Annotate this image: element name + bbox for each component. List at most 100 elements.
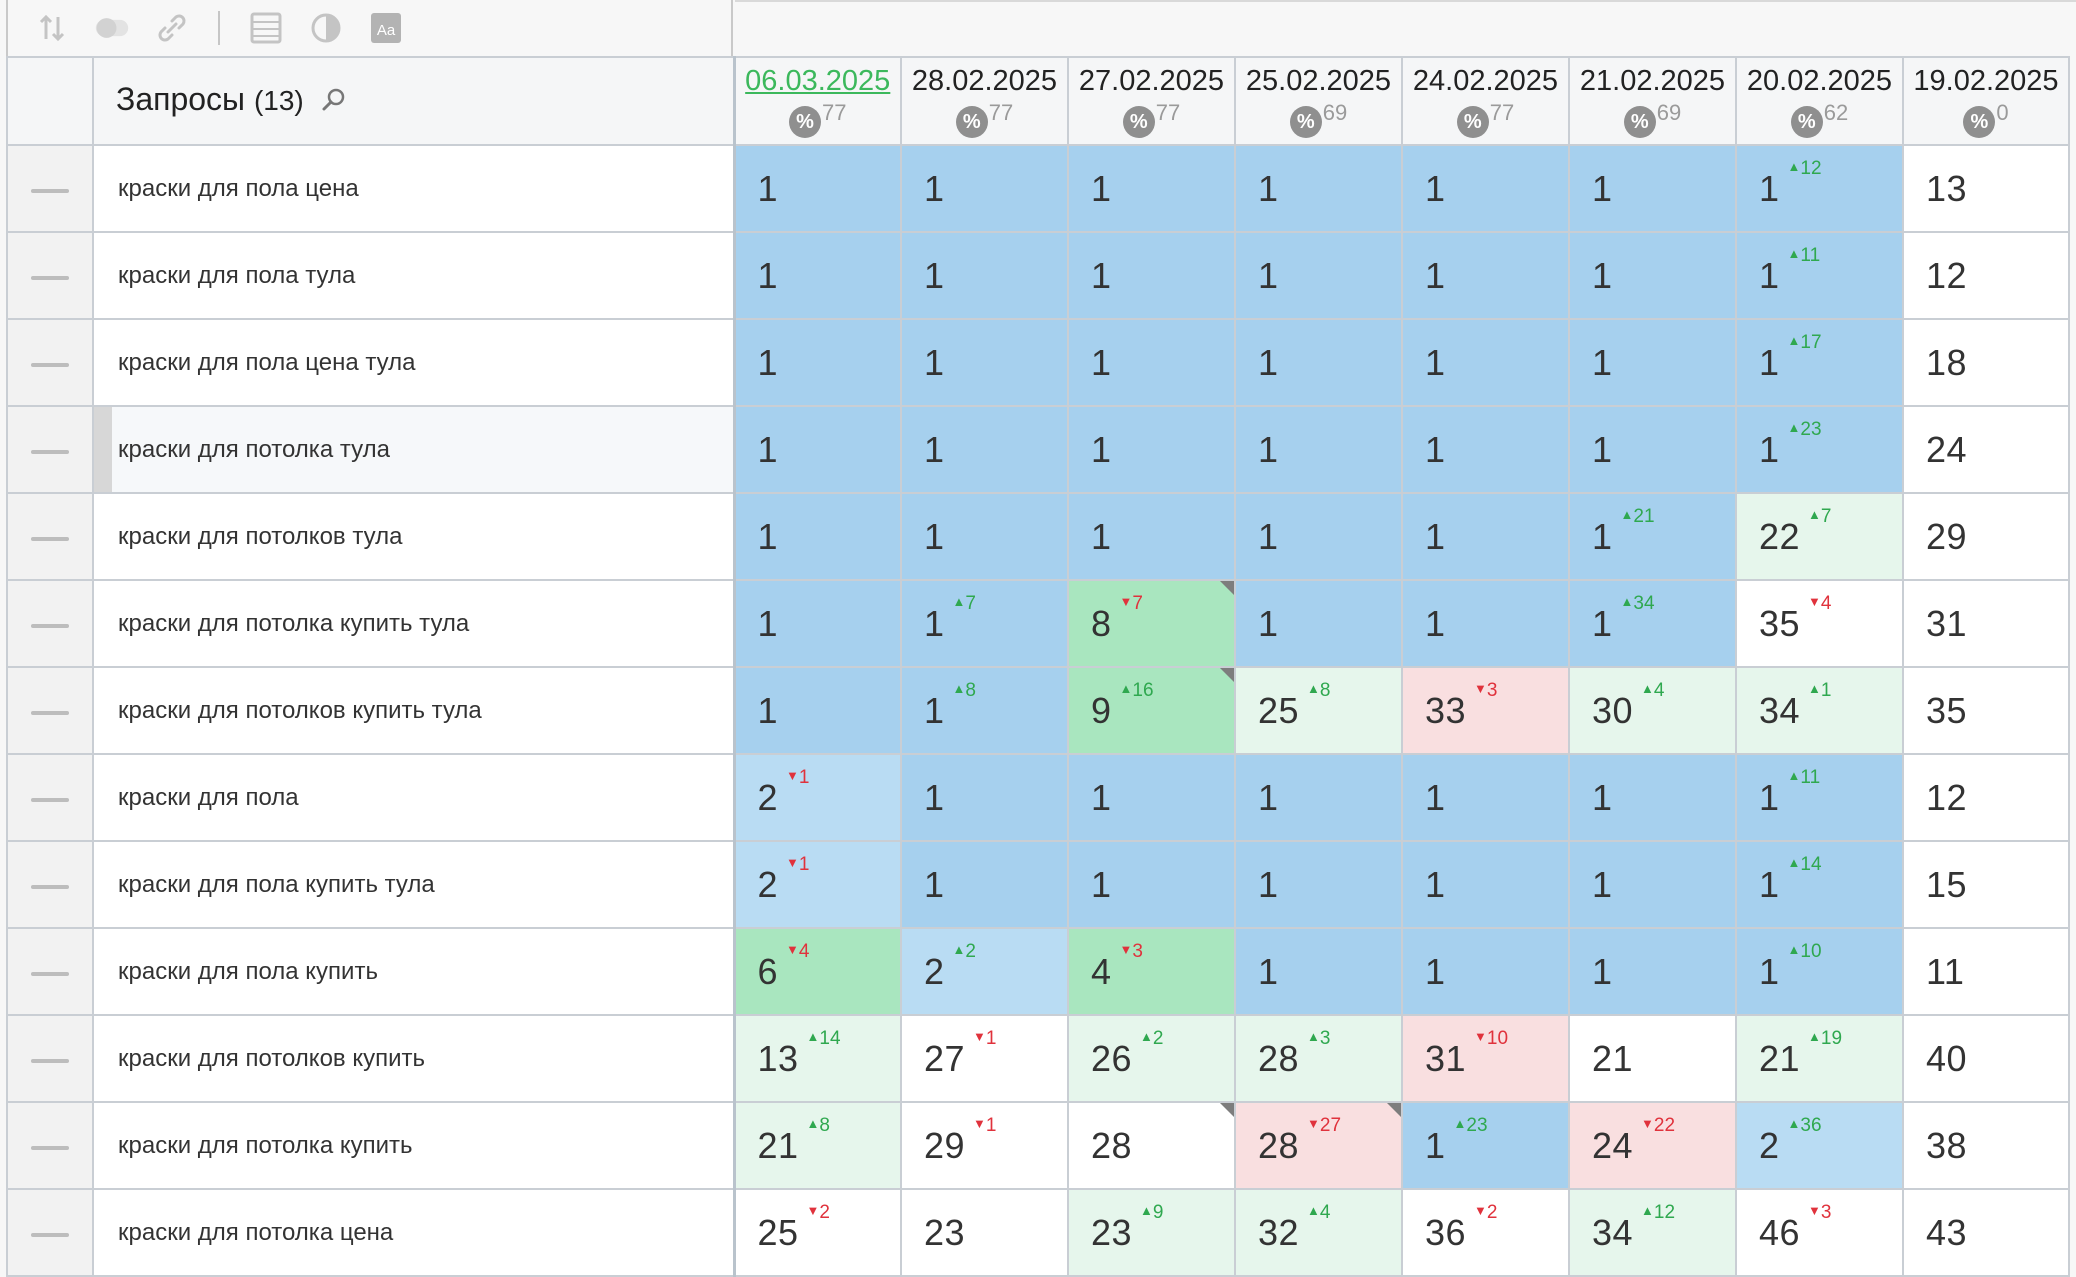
position-cell[interactable]: 22 ▲7 bbox=[1735, 492, 1904, 581]
position-cell[interactable]: 1 bbox=[1067, 231, 1236, 320]
date-column-header[interactable]: 25.02.2025% 69 bbox=[1234, 56, 1403, 146]
drag-handle[interactable] bbox=[6, 579, 94, 668]
date-column-header[interactable]: 21.02.2025% 69 bbox=[1568, 56, 1737, 146]
query-cell[interactable]: краски для пола купить bbox=[92, 927, 736, 1016]
position-cell[interactable]: 46 ▼3 bbox=[1735, 1188, 1904, 1277]
position-cell[interactable]: 28 bbox=[1067, 1101, 1236, 1190]
position-cell[interactable]: 23 ▲9 bbox=[1067, 1188, 1236, 1277]
position-cell[interactable]: 2▲2 bbox=[900, 927, 1069, 1016]
position-cell[interactable]: 1 bbox=[1401, 405, 1570, 494]
position-cell[interactable]: 40 bbox=[1902, 1014, 2070, 1103]
position-cell[interactable]: 1 bbox=[1234, 231, 1403, 320]
position-cell[interactable]: 1 bbox=[733, 492, 902, 581]
position-cell[interactable]: 24 bbox=[1902, 405, 2070, 494]
date-column-header[interactable]: 06.03.2025% 77 bbox=[733, 56, 902, 146]
position-cell[interactable]: 1 bbox=[1401, 753, 1570, 842]
table-icon[interactable] bbox=[248, 10, 284, 46]
position-cell[interactable]: 13 bbox=[1902, 144, 2070, 233]
position-cell[interactable]: 2 ▼1 bbox=[733, 753, 902, 842]
position-cell[interactable]: 27 ▼1 bbox=[900, 1014, 1069, 1103]
position-cell[interactable]: 11 bbox=[1902, 927, 2070, 1016]
query-cell[interactable]: краски для потолка цена bbox=[92, 1188, 736, 1277]
date-column-header[interactable]: 19.02.2025% 0 bbox=[1902, 56, 2070, 146]
position-cell[interactable]: 1 bbox=[1401, 840, 1570, 929]
drag-handle[interactable] bbox=[6, 840, 94, 929]
drag-handle[interactable] bbox=[6, 318, 94, 407]
position-cell[interactable]: 12 bbox=[1902, 753, 2070, 842]
position-cell[interactable]: 1 ▲7 bbox=[900, 579, 1069, 668]
position-cell[interactable]: 1 bbox=[900, 144, 1069, 233]
drag-handle[interactable] bbox=[6, 144, 94, 233]
position-cell[interactable]: 29 ▼1 bbox=[900, 1101, 1069, 1190]
sort-icon[interactable] bbox=[34, 10, 70, 46]
position-cell[interactable]: 1 bbox=[1234, 579, 1403, 668]
position-cell[interactable]: 32 ▲4 bbox=[1234, 1188, 1403, 1277]
position-cell[interactable]: 1 ▲23 bbox=[1401, 1101, 1570, 1190]
position-cell[interactable]: 30 ▲4 bbox=[1568, 666, 1737, 755]
position-cell[interactable]: 1 bbox=[1401, 318, 1570, 407]
position-cell[interactable]: 21 bbox=[1568, 1014, 1737, 1103]
drag-handle[interactable] bbox=[6, 1101, 94, 1190]
date-column-header[interactable]: 24.02.2025% 77 bbox=[1401, 56, 1570, 146]
position-cell[interactable]: 9 ▲16 bbox=[1067, 666, 1236, 755]
drag-handle[interactable] bbox=[6, 753, 94, 842]
position-cell[interactable]: 1 bbox=[733, 318, 902, 407]
position-cell[interactable]: 1 ▲8 bbox=[900, 666, 1069, 755]
position-cell[interactable]: 1 bbox=[1067, 144, 1236, 233]
position-cell[interactable]: 1 bbox=[1568, 927, 1737, 1016]
query-cell[interactable]: краски для пола цена bbox=[92, 144, 736, 233]
position-cell[interactable]: 36 ▼2 bbox=[1401, 1188, 1570, 1277]
drag-handle[interactable] bbox=[6, 1188, 94, 1277]
position-cell[interactable]: 21 ▲19 bbox=[1735, 1014, 1904, 1103]
position-cell[interactable]: 1 bbox=[900, 753, 1069, 842]
position-cell[interactable]: 1 bbox=[900, 840, 1069, 929]
font-icon[interactable]: Aa bbox=[368, 10, 404, 46]
position-cell[interactable]: 8 ▼7 bbox=[1067, 579, 1236, 668]
position-cell[interactable]: 1 bbox=[1401, 144, 1570, 233]
position-cell[interactable]: 1 ▲23 bbox=[1735, 405, 1904, 494]
position-cell[interactable]: 1 ▲10 bbox=[1735, 927, 1904, 1016]
position-cell[interactable]: 1 bbox=[900, 492, 1069, 581]
position-cell[interactable]: 1 bbox=[1234, 840, 1403, 929]
drag-handle[interactable] bbox=[6, 666, 94, 755]
position-cell[interactable]: 1 ▲14 bbox=[1735, 840, 1904, 929]
position-cell[interactable]: 35 bbox=[1902, 666, 2070, 755]
position-cell[interactable]: 1 ▲17 bbox=[1735, 318, 1904, 407]
position-cell[interactable]: 1 bbox=[1234, 492, 1403, 581]
position-cell[interactable]: 35 ▼4 bbox=[1735, 579, 1904, 668]
position-cell[interactable]: 34 ▲12 bbox=[1568, 1188, 1737, 1277]
position-cell[interactable]: 4 ▼3 bbox=[1067, 927, 1236, 1016]
position-cell[interactable]: 1 bbox=[733, 231, 902, 320]
position-cell[interactable]: 1 bbox=[1234, 144, 1403, 233]
position-cell[interactable]: 15 bbox=[1902, 840, 2070, 929]
date-label[interactable]: 06.03.2025 bbox=[745, 65, 891, 97]
position-cell[interactable]: 1 ▲11 bbox=[1735, 753, 1904, 842]
position-cell[interactable]: 1 bbox=[1568, 231, 1737, 320]
position-cell[interactable]: 1 bbox=[733, 666, 902, 755]
position-cell[interactable]: 1 bbox=[1568, 753, 1737, 842]
drag-handle[interactable] bbox=[6, 405, 94, 494]
position-cell[interactable]: 1 ▲11 bbox=[1735, 231, 1904, 320]
position-cell[interactable]: 6 ▼4 bbox=[733, 927, 902, 1016]
position-cell[interactable]: 2 ▲36 bbox=[1735, 1101, 1904, 1190]
query-cell[interactable]: краски для пола цена тула bbox=[92, 318, 736, 407]
position-cell[interactable]: 38 bbox=[1902, 1101, 2070, 1190]
query-cell[interactable]: краски для потолков тула bbox=[92, 492, 736, 581]
position-cell[interactable]: 2 ▼1 bbox=[733, 840, 902, 929]
position-cell[interactable]: 1 bbox=[1234, 318, 1403, 407]
position-cell[interactable]: 28 ▲3 bbox=[1234, 1014, 1403, 1103]
position-cell[interactable]: 1 bbox=[1067, 753, 1236, 842]
position-cell[interactable]: 43 bbox=[1902, 1188, 2070, 1277]
position-cell[interactable]: 1 bbox=[1067, 840, 1236, 929]
position-cell[interactable]: 1 bbox=[1067, 318, 1236, 407]
position-cell[interactable]: 31 bbox=[1902, 579, 2070, 668]
position-cell[interactable]: 1 bbox=[733, 579, 902, 668]
position-cell[interactable]: 1 bbox=[1568, 318, 1737, 407]
position-cell[interactable]: 1 bbox=[1401, 231, 1570, 320]
position-cell[interactable]: 25 ▲8 bbox=[1234, 666, 1403, 755]
position-cell[interactable]: 34 ▲1 bbox=[1735, 666, 1904, 755]
query-cell[interactable]: краски для потолка тула bbox=[92, 405, 736, 494]
position-cell[interactable]: 1 ▲34 bbox=[1568, 579, 1737, 668]
position-cell[interactable]: 28 ▼27 bbox=[1234, 1101, 1403, 1190]
date-column-header[interactable]: 20.02.2025% 62 bbox=[1735, 56, 1904, 146]
